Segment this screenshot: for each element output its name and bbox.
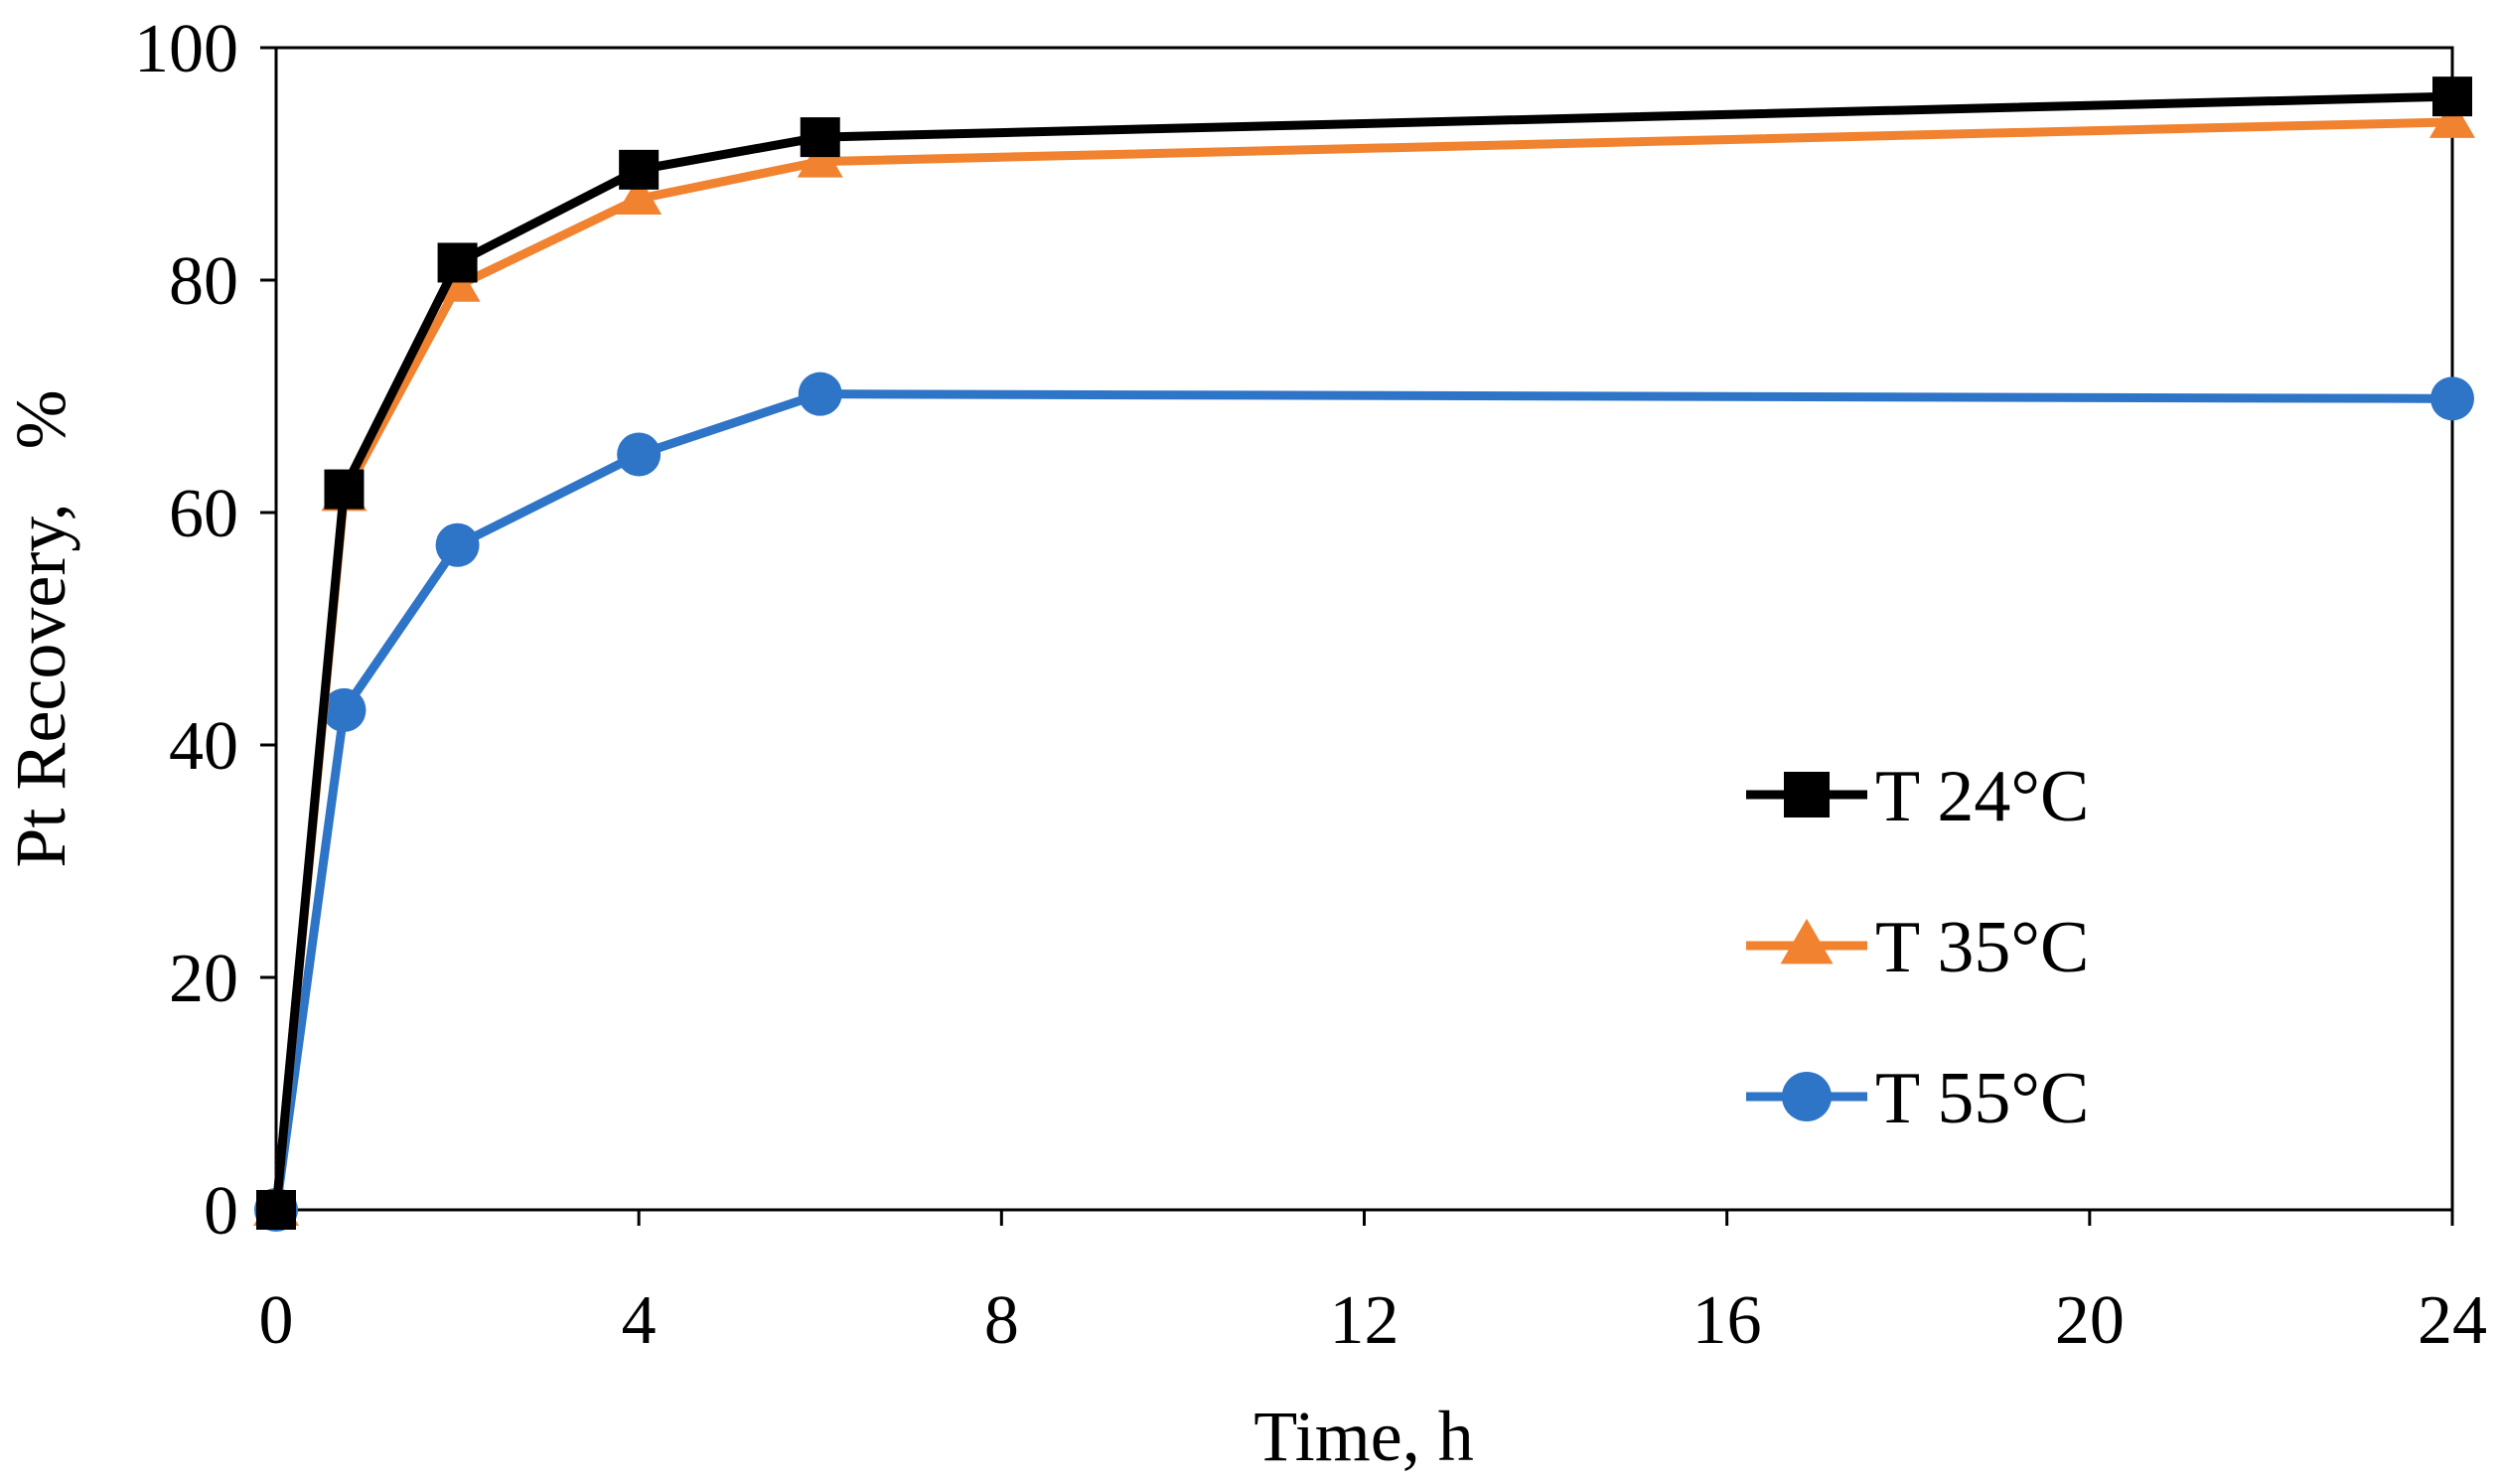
series-line-t-55-c	[271, 389, 2453, 1211]
legend-label-t-55-c: T 55°C	[1875, 1058, 2089, 1139]
plot-area	[274, 46, 2454, 1212]
legend-label-t-24-c: T 24°C	[1875, 756, 2089, 837]
x-tick-label: 20	[2055, 1282, 2125, 1359]
data-point-t-55-c	[798, 371, 842, 416]
y-axis-title: Pt Recovery, %	[1, 389, 80, 867]
x-tick-label: 24	[2418, 1282, 2487, 1359]
x-axis-title: Time, h	[1253, 1397, 1473, 1476]
legend-marker-t-24-c	[1784, 772, 1830, 817]
y-tick-label: 40	[169, 708, 238, 785]
x-tick-label: 8	[984, 1282, 1019, 1359]
data-point-t-24-c	[324, 469, 365, 510]
x-axis-ticks: 0 4 8 12 16 20 24	[259, 1210, 2487, 1359]
data-point-t-55-c	[2430, 376, 2474, 421]
y-tick-label: 20	[169, 941, 238, 1017]
data-point-t-24-c	[437, 242, 478, 283]
series-line-t-24-c	[271, 91, 2453, 1211]
data-point-t-24-c	[619, 149, 660, 190]
y-tick-label: 60	[169, 476, 238, 552]
legend-marker-t-35-c	[1780, 918, 1834, 965]
x-tick-label: 4	[622, 1282, 657, 1359]
data-point-t-35-c	[616, 175, 662, 216]
series-layer	[253, 76, 2475, 1232]
data-point-t-55-c	[435, 522, 480, 567]
legend-marker-t-55-c	[1782, 1072, 1832, 1121]
x-tick-label: 12	[1330, 1282, 1399, 1359]
y-axis-ticks: 0 20 40 60 80 100	[134, 11, 276, 1250]
legend-label-t-35-c: T 35°C	[1875, 907, 2089, 988]
x-tick-label: 16	[1692, 1282, 1762, 1359]
legend: T 24°C T 35°C T 55°C	[1746, 756, 2089, 1139]
data-point-t-24-c	[2432, 76, 2472, 117]
data-point-t-35-c	[797, 138, 843, 178]
y-tick-label: 0	[204, 1173, 238, 1250]
data-point-t-55-c	[617, 432, 662, 477]
y-tick-label: 80	[169, 243, 238, 320]
data-point-t-24-c	[800, 117, 840, 158]
x-tick-label: 0	[259, 1282, 294, 1359]
data-point-t-35-c	[2429, 98, 2475, 138]
data-point-t-24-c	[256, 1190, 296, 1230]
data-point-t-55-c	[322, 687, 367, 732]
y-tick-label: 100	[134, 11, 238, 87]
